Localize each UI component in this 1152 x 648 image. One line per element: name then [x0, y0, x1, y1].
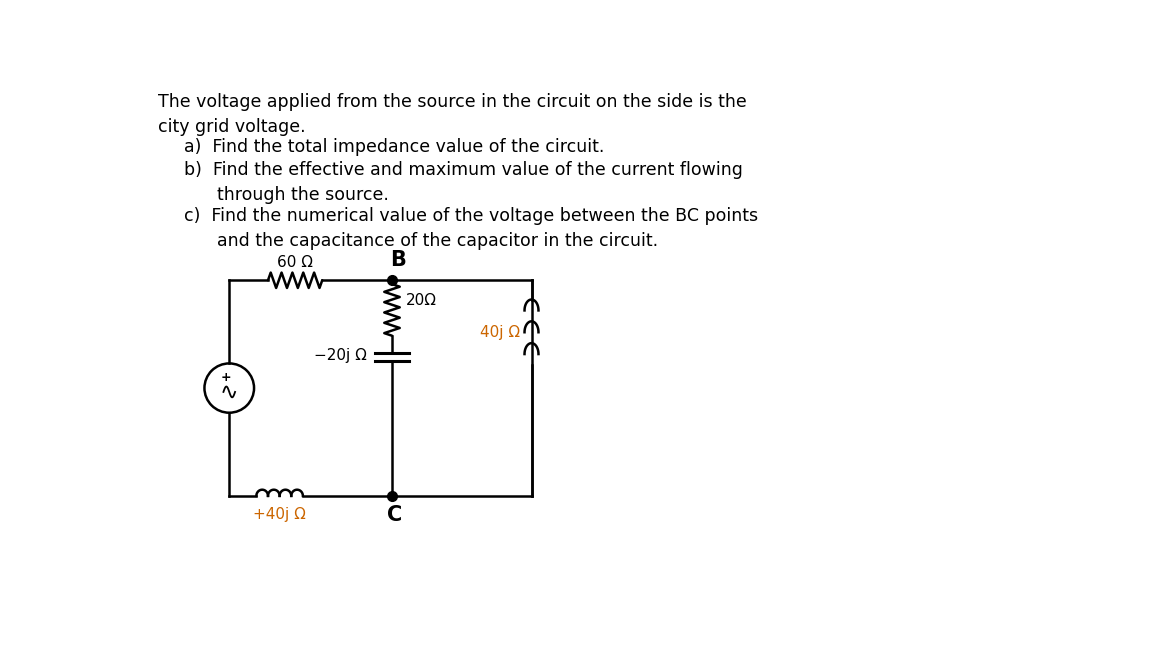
Text: +: +: [221, 371, 232, 384]
Text: 20Ω: 20Ω: [406, 293, 437, 308]
Text: The voltage applied from the source in the circuit on the side is the
city grid : The voltage applied from the source in t…: [158, 93, 746, 136]
Text: −20j Ω: −20j Ω: [314, 348, 367, 364]
Text: a)  Find the total impedance value of the circuit.: a) Find the total impedance value of the…: [184, 138, 605, 156]
Text: c)  Find the numerical value of the voltage between the BC points
      and the : c) Find the numerical value of the volta…: [184, 207, 758, 250]
Text: C: C: [387, 505, 403, 525]
Text: b)  Find the effective and maximum value of the current flowing
      through th: b) Find the effective and maximum value …: [184, 161, 743, 204]
Text: 40j Ω: 40j Ω: [479, 325, 520, 340]
Text: +40j Ω: +40j Ω: [253, 507, 306, 522]
Text: 60 Ω: 60 Ω: [278, 255, 313, 270]
Text: B: B: [391, 250, 407, 270]
